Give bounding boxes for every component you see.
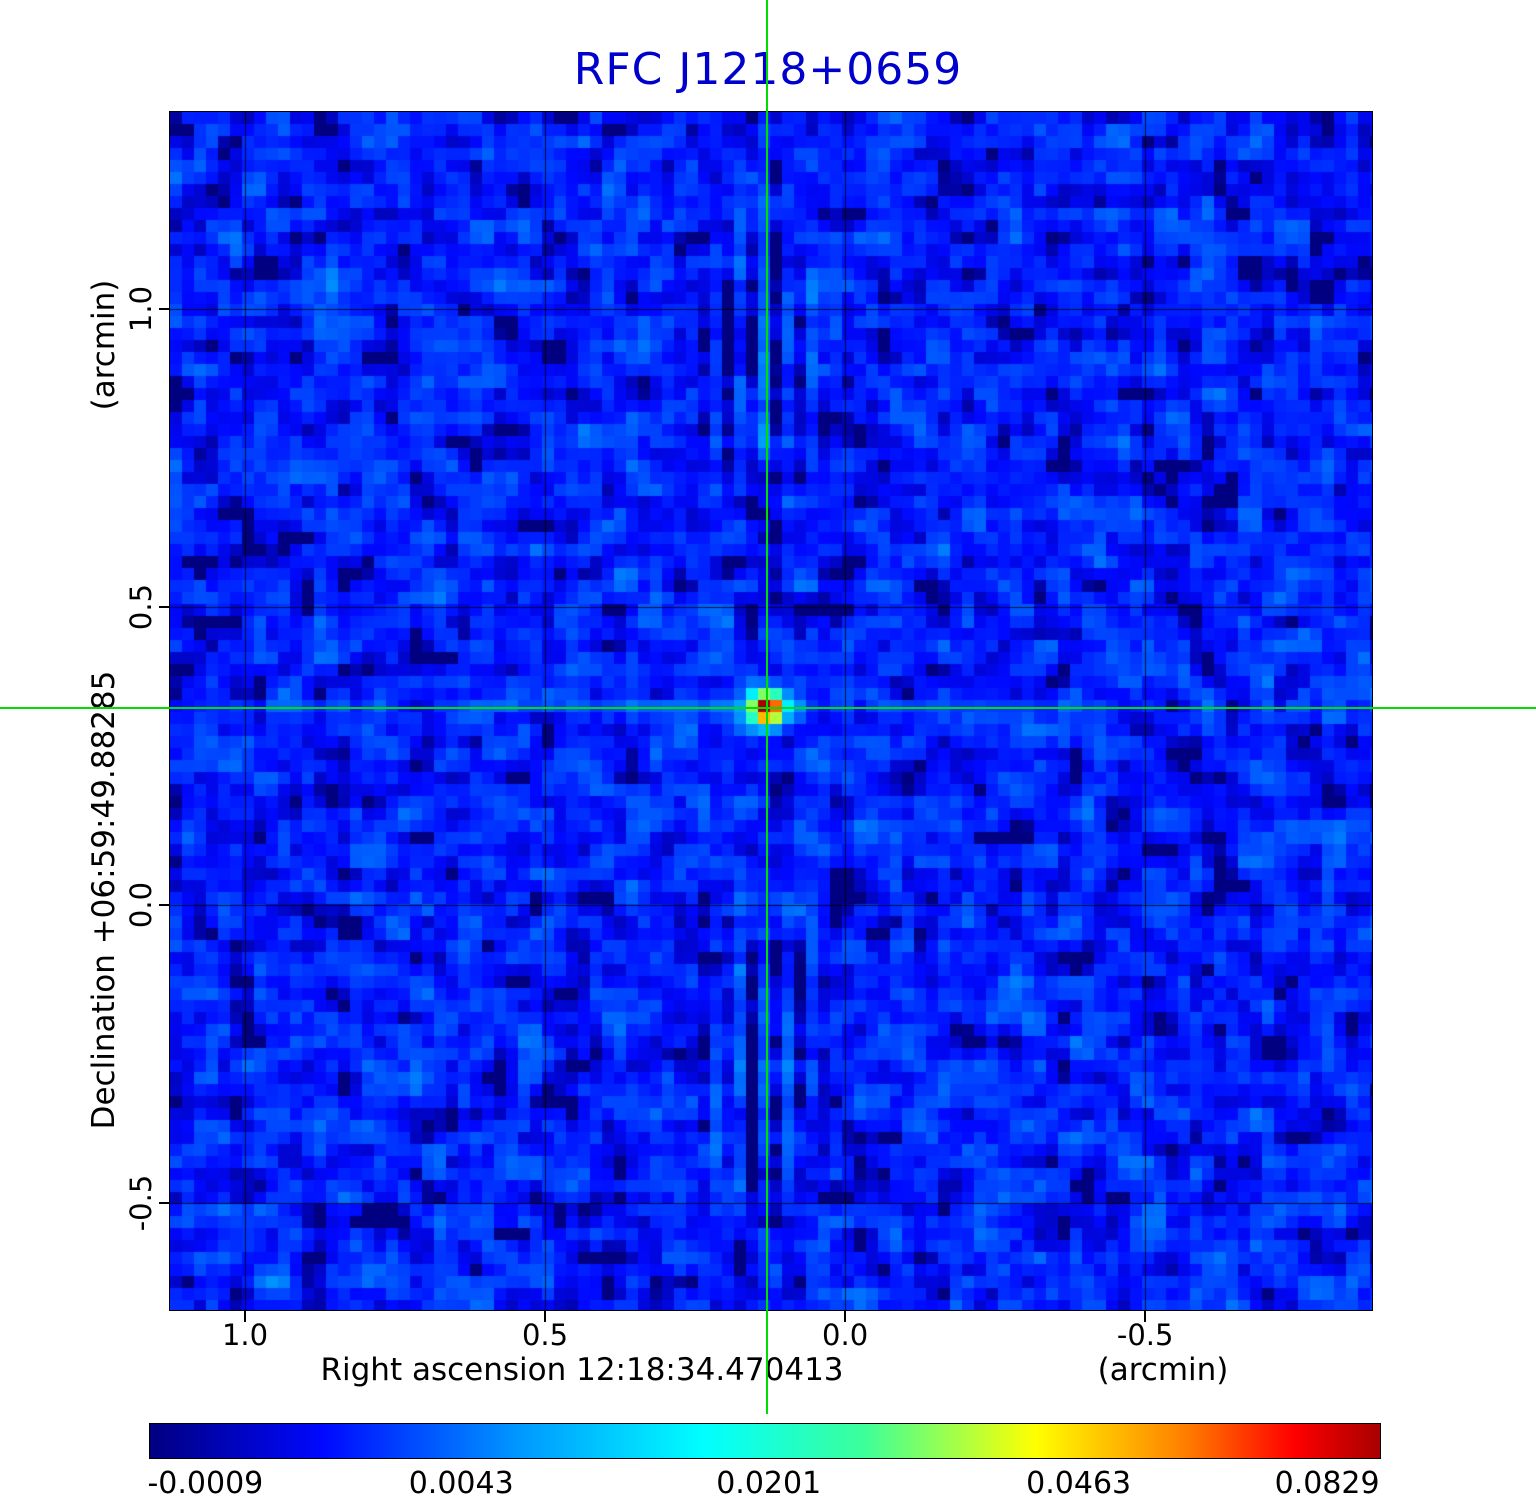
x-tick-label: 0.0: [822, 1318, 869, 1352]
y-tick-mark: [159, 605, 170, 608]
x-tick-label: -0.5: [1116, 1318, 1174, 1352]
y-tick-label: 0.5: [124, 583, 158, 630]
y-tick-mark: [159, 1201, 170, 1204]
colorbar-tick-label: 0.0043: [408, 1466, 514, 1501]
colorbar-tick-label: 0.0829: [1274, 1466, 1380, 1501]
colorbar-tick-label: 0.0463: [1026, 1466, 1132, 1501]
crosshair-horizontal-line: [0, 707, 1536, 710]
y-axis-unit-label: (arcmin): [86, 279, 122, 411]
y-tick-label: -0.5: [124, 1174, 158, 1231]
colorbar: [149, 1423, 1381, 1459]
y-tick-mark: [159, 903, 170, 906]
x-axis-title: Right ascension 12:18:34.470413: [320, 1352, 844, 1388]
x-axis-unit-label: (arcmin): [1097, 1352, 1229, 1388]
y-tick-label: 1.0: [124, 285, 158, 332]
x-tick-mark: [244, 1311, 246, 1322]
crosshair-vertical-line: [766, 0, 769, 1414]
colorbar-tick-label: 0.0201: [716, 1466, 822, 1501]
sky-map-canvas: [170, 112, 1372, 1310]
y-tick-label: 0.0: [124, 881, 158, 928]
y-tick-mark: [159, 307, 170, 310]
x-tick-mark: [544, 1311, 547, 1322]
x-tick-mark: [1144, 1311, 1147, 1322]
sky-map: [169, 111, 1373, 1311]
colorbar-tick-label: -0.0009: [147, 1466, 264, 1501]
x-tick-label: 0.5: [521, 1318, 569, 1352]
x-tick-label: 1.0: [221, 1318, 269, 1352]
y-axis-title: Declination +06:59:49.88285: [86, 670, 122, 1130]
x-tick-mark: [844, 1311, 847, 1322]
